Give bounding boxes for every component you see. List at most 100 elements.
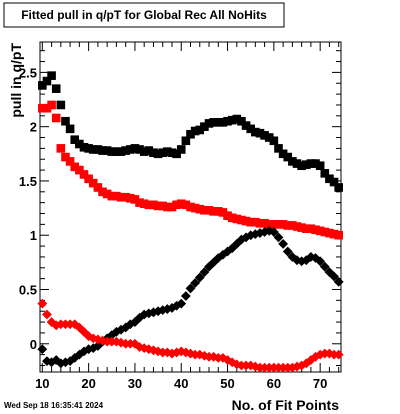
- series-1-point: [65, 124, 75, 134]
- series-2-point: [38, 103, 47, 113]
- series-3-point: [180, 291, 191, 301]
- title-frame: [3, 2, 285, 28]
- series-1-point: [88, 145, 98, 154]
- series-3-point: [157, 305, 168, 316]
- series-1-point: [237, 116, 246, 126]
- series-1-point: [292, 159, 302, 168]
- series-2-point: [190, 203, 200, 213]
- series-1-point: [315, 161, 325, 171]
- series-2-point: [278, 220, 288, 229]
- series-2-point: [181, 200, 191, 210]
- series-3-point: [55, 358, 66, 369]
- series-2-point: [163, 202, 172, 212]
- series-3-point: [37, 344, 48, 355]
- series-1-point: [269, 136, 279, 146]
- series-2-point: [102, 189, 112, 199]
- series-3-point: [153, 306, 163, 317]
- series-2-point: [93, 183, 103, 192]
- series-1-point: [139, 147, 149, 156]
- series-1-point: [195, 125, 205, 135]
- series-2-point: [297, 223, 306, 232]
- series-2-point: [107, 191, 117, 201]
- series-3-point: [315, 256, 326, 267]
- series-1-point: [306, 159, 316, 168]
- y-tick-label: 0.5: [19, 283, 37, 298]
- series-2-point: [255, 218, 265, 228]
- series-1-point: [75, 139, 84, 149]
- series-2-point: [61, 152, 70, 162]
- chart-title: Fitted pull in q/pT for Global Rec All N…: [21, 8, 267, 22]
- series-1-point: [126, 145, 135, 154]
- series-1-point: [325, 174, 334, 184]
- series-1-point: [112, 147, 121, 156]
- series-1-point: [176, 145, 186, 154]
- series-1-point: [255, 128, 265, 138]
- series-2-point: [274, 220, 283, 229]
- series-2-point: [251, 217, 260, 227]
- series-1-point: [301, 160, 311, 169]
- y-tick-label: 0: [30, 337, 37, 352]
- series-4-point: [116, 337, 126, 348]
- series-1-point: [213, 118, 223, 127]
- series-1-point: [135, 145, 144, 154]
- series-4-point: [42, 309, 52, 320]
- series-1-point: [158, 148, 168, 158]
- series-1-point: [241, 121, 251, 130]
- series-2-point: [75, 165, 84, 175]
- series-2-point: [237, 215, 246, 225]
- series-1-point: [297, 161, 306, 171]
- series-2-point: [311, 225, 320, 235]
- series-1-point: [98, 146, 107, 155]
- series-3-point: [231, 239, 242, 249]
- series-1-point: [116, 147, 126, 156]
- series-2-point: [167, 202, 177, 212]
- series-2-point: [42, 103, 52, 113]
- x-tick-label: 30: [128, 376, 142, 391]
- series-1-point: [107, 147, 117, 156]
- series-1-point: [232, 114, 242, 124]
- series-2-point: [51, 113, 61, 123]
- series-1-point: [144, 146, 154, 155]
- series-3-point: [176, 298, 187, 309]
- series-3-point: [171, 300, 182, 311]
- series-1-point: [56, 100, 66, 110]
- series-3-point: [130, 317, 140, 327]
- series-4-point: [37, 298, 48, 309]
- series-2-point: [292, 222, 302, 231]
- series-4-point: [46, 317, 57, 327]
- series-2-point: [283, 221, 293, 230]
- series-3-point: [111, 326, 122, 337]
- series-1-point: [38, 81, 47, 90]
- series-2-point: [288, 221, 297, 230]
- series-2-point: [135, 198, 144, 207]
- series-3-point: [199, 267, 210, 278]
- series-1-point: [181, 136, 191, 146]
- series-1-point: [200, 122, 209, 131]
- series-2-point: [130, 195, 140, 204]
- series-2-point: [218, 208, 228, 217]
- series-4-point: [148, 345, 159, 356]
- series-2-point: [116, 192, 126, 202]
- series-2-point: [70, 162, 80, 172]
- y-axis-title: pull in q/pT: [8, 43, 24, 118]
- series-2-point: [126, 194, 135, 203]
- title-box: Fitted pull in q/pT for Global Rec All N…: [3, 2, 285, 28]
- x-tick-label: 20: [81, 376, 95, 391]
- x-axis-ticks: [41, 42, 340, 372]
- series-1-point: [47, 71, 56, 80]
- series-1-point: [84, 144, 93, 153]
- series-2-point: [88, 178, 98, 188]
- series-2-point: [306, 224, 316, 234]
- series-1-point: [311, 159, 320, 168]
- series-3-point: [333, 277, 344, 287]
- series-4-point: [92, 334, 103, 345]
- series-1-point: [79, 142, 89, 152]
- series-1-point: [102, 146, 112, 155]
- y-tick-label: 1.5: [19, 174, 37, 189]
- x-tick-label: 50: [220, 376, 234, 391]
- x-tick-label: 40: [174, 376, 188, 391]
- series-2-point: [334, 230, 343, 240]
- series-2-point: [195, 204, 205, 214]
- series-2-point: [209, 207, 218, 216]
- series-1-point: [264, 133, 274, 142]
